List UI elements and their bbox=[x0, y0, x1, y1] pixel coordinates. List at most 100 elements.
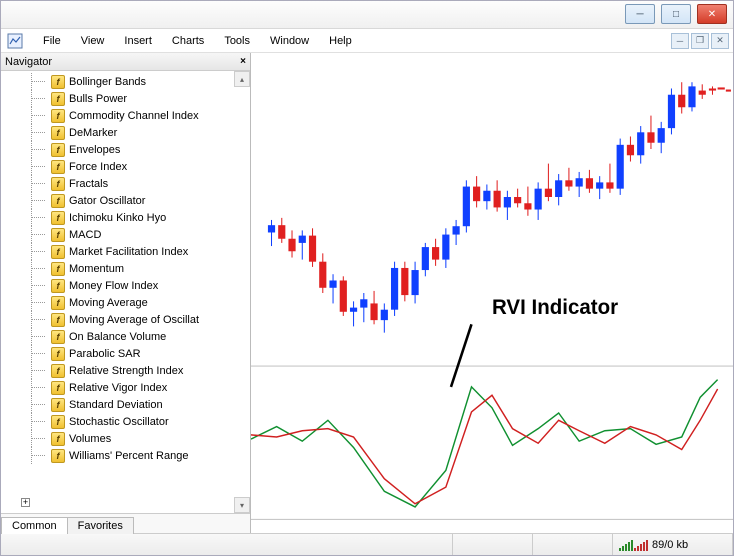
tree-expand-icon[interactable]: + bbox=[21, 498, 30, 507]
indicator-label: Gator Oscillator bbox=[69, 195, 145, 207]
indicator-item[interactable]: f Ichimoku Kinko Hyo bbox=[1, 209, 250, 226]
indicator-label: Money Flow Index bbox=[69, 280, 158, 292]
mdi-close-button[interactable]: ✕ bbox=[711, 33, 729, 49]
menu-window[interactable]: Window bbox=[260, 32, 319, 50]
indicator-item[interactable]: fMACD bbox=[1, 226, 250, 243]
function-icon: f bbox=[51, 398, 65, 412]
status-cell-3 bbox=[533, 534, 613, 555]
tab-favorites[interactable]: Favorites bbox=[67, 517, 134, 534]
function-icon: f bbox=[51, 381, 65, 395]
indicator-label: DeMarker bbox=[69, 127, 117, 139]
function-icon: f bbox=[51, 313, 65, 327]
indicator-label: On Balance Volume bbox=[69, 331, 166, 343]
svg-text:RVI Indicator: RVI Indicator bbox=[492, 296, 618, 319]
status-cell-2 bbox=[453, 534, 533, 555]
function-icon: f bbox=[51, 279, 65, 293]
indicator-item[interactable]: f Relative Strength Index bbox=[1, 362, 250, 379]
tab-common[interactable]: Common bbox=[1, 517, 68, 534]
indicator-item[interactable]: f Stochastic Oscillator bbox=[1, 413, 250, 430]
mdi-minimize-button[interactable]: ─ bbox=[671, 33, 689, 49]
mdi-controls: ─ ❐ ✕ bbox=[669, 33, 733, 49]
indicator-label: Commodity Channel Index bbox=[69, 110, 199, 122]
indicator-item[interactable]: f Williams' Percent Range bbox=[1, 447, 250, 464]
function-icon: f bbox=[51, 194, 65, 208]
menu-charts[interactable]: Charts bbox=[162, 32, 214, 50]
indicator-item[interactable]: f Commodity Channel Index bbox=[1, 107, 250, 124]
navigator-header: Navigator × bbox=[1, 53, 250, 71]
indicator-label: Ichimoku Kinko Hyo bbox=[69, 212, 166, 224]
indicator-label: Bulls Power bbox=[69, 93, 127, 105]
indicator-item[interactable]: fForce Index bbox=[1, 158, 250, 175]
function-icon: f bbox=[51, 262, 65, 276]
indicator-item[interactable]: fParabolic SAR bbox=[1, 345, 250, 362]
scroll-down-icon[interactable]: ▾ bbox=[234, 497, 250, 513]
function-icon: f bbox=[51, 143, 65, 157]
indicator-item[interactable]: fVolumes bbox=[1, 430, 250, 447]
indicator-item[interactable]: fBollinger Bands bbox=[1, 73, 250, 90]
function-icon: f bbox=[51, 432, 65, 446]
function-icon: f bbox=[51, 449, 65, 463]
indicator-item[interactable]: f Moving Average bbox=[1, 294, 250, 311]
navigator-close-icon[interactable]: × bbox=[240, 56, 246, 67]
function-icon: f bbox=[51, 211, 65, 225]
function-icon: f bbox=[51, 177, 65, 191]
indicator-item[interactable]: f Gator Oscillator bbox=[1, 192, 250, 209]
titlebar: ─ □ ✕ bbox=[1, 1, 733, 29]
mdi-restore-button[interactable]: ❐ bbox=[691, 33, 709, 49]
menu-file[interactable]: File bbox=[33, 32, 71, 50]
indicator-item[interactable]: f Market Facilitation Index bbox=[1, 243, 250, 260]
minimize-button[interactable]: ─ bbox=[625, 4, 655, 24]
function-icon: f bbox=[51, 364, 65, 378]
chart-canvas: RVI Indicator bbox=[251, 53, 733, 533]
connection-bars-icon bbox=[619, 539, 648, 551]
function-icon: f bbox=[51, 126, 65, 140]
indicator-label: Relative Vigor Index bbox=[69, 382, 167, 394]
chart-area[interactable]: RVI Indicator bbox=[251, 53, 733, 533]
function-icon: f bbox=[51, 296, 65, 310]
status-connection: 89/0 kb bbox=[613, 534, 733, 555]
indicator-label: Market Facilitation Index bbox=[69, 246, 188, 258]
app-icon bbox=[7, 33, 23, 49]
status-cell-1 bbox=[1, 534, 453, 555]
indicator-item[interactable]: f Fractals bbox=[1, 175, 250, 192]
indicator-item[interactable]: f Envelopes bbox=[1, 141, 250, 158]
indicator-item[interactable]: fOn Balance Volume bbox=[1, 328, 250, 345]
indicator-label: Force Index bbox=[69, 161, 127, 173]
indicator-label: Envelopes bbox=[69, 144, 120, 156]
indicator-item[interactable]: f Momentum bbox=[1, 260, 250, 277]
menubar: FileViewInsertChartsToolsWindowHelp ─ ❐ … bbox=[1, 29, 733, 53]
function-icon: f bbox=[51, 245, 65, 259]
indicator-item[interactable]: f Relative Vigor Index bbox=[1, 379, 250, 396]
indicator-label: Moving Average of Oscillat bbox=[69, 314, 199, 326]
menu-help[interactable]: Help bbox=[319, 32, 362, 50]
tree-scrollbar[interactable]: ▴ ▾ bbox=[234, 71, 250, 513]
function-icon: f bbox=[51, 415, 65, 429]
indicator-label: Parabolic SAR bbox=[69, 348, 141, 360]
close-button[interactable]: ✕ bbox=[697, 4, 727, 24]
indicator-label: Williams' Percent Range bbox=[69, 450, 188, 462]
indicator-label: Fractals bbox=[69, 178, 108, 190]
menu-tools[interactable]: Tools bbox=[214, 32, 260, 50]
navigator-tree[interactable]: fBollinger BandsfBulls PowerfCommodity C… bbox=[1, 71, 250, 513]
indicator-item[interactable]: fStandard Deviation bbox=[1, 396, 250, 413]
scroll-up-icon[interactable]: ▴ bbox=[234, 71, 250, 87]
maximize-button[interactable]: □ bbox=[661, 4, 691, 24]
indicator-label: Momentum bbox=[69, 263, 124, 275]
statusbar: 89/0 kb bbox=[1, 533, 733, 555]
indicator-label: Stochastic Oscillator bbox=[69, 416, 169, 428]
navigator-title: Navigator bbox=[5, 56, 52, 68]
indicator-label: Bollinger Bands bbox=[69, 76, 146, 88]
navigator-tabs: Common Favorites bbox=[1, 513, 250, 533]
indicator-item[interactable]: f Money Flow Index bbox=[1, 277, 250, 294]
body-area: Navigator × fBollinger BandsfBulls Power… bbox=[1, 53, 733, 533]
function-icon: f bbox=[51, 109, 65, 123]
indicator-label: Relative Strength Index bbox=[69, 365, 183, 377]
indicator-label: Moving Average bbox=[69, 297, 148, 309]
indicator-item[interactable]: f DeMarker bbox=[1, 124, 250, 141]
app-window: ─ □ ✕ FileViewInsertChartsToolsWindowHel… bbox=[0, 0, 734, 556]
menu-insert[interactable]: Insert bbox=[114, 32, 162, 50]
indicator-item[interactable]: f Moving Average of Oscillat bbox=[1, 311, 250, 328]
indicator-label: MACD bbox=[69, 229, 101, 241]
indicator-item[interactable]: fBulls Power bbox=[1, 90, 250, 107]
menu-view[interactable]: View bbox=[71, 32, 115, 50]
